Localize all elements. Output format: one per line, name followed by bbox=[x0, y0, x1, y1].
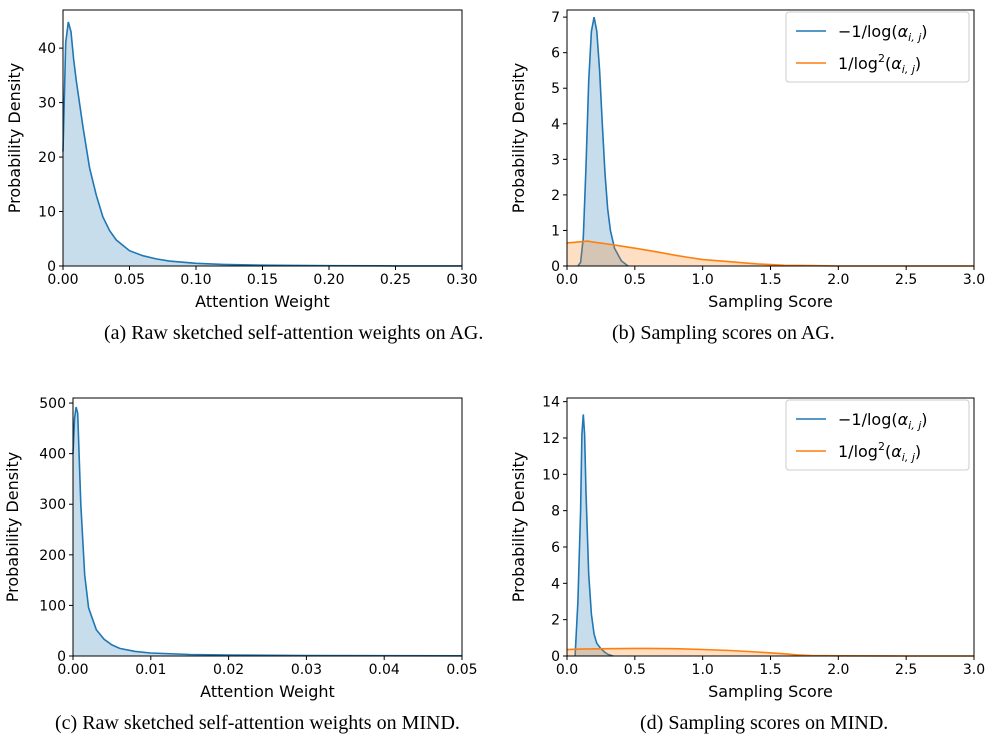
y-tick-label: 8 bbox=[551, 504, 560, 520]
x-tick-label: 1.5 bbox=[759, 272, 781, 288]
y-tick-label: 6 bbox=[551, 540, 560, 556]
y-tick-label: 5 bbox=[551, 81, 560, 97]
x-tick-label: 0.00 bbox=[57, 662, 88, 678]
y-tick-label: 0 bbox=[47, 259, 56, 275]
x-tick-label: 0.04 bbox=[369, 662, 400, 678]
x-tick-label: 0.0 bbox=[556, 662, 578, 678]
x-tick-label: 1.0 bbox=[692, 272, 714, 288]
legend-label-2: 1/log2(αi, j) bbox=[838, 440, 921, 464]
legend: −1/log(αi, j) 1/log2(αi, j) bbox=[785, 11, 970, 83]
legend-box bbox=[785, 399, 970, 471]
x-tick-label: 1.0 bbox=[692, 662, 714, 678]
x-tick-label: 0.20 bbox=[313, 272, 344, 288]
series-1-line bbox=[574, 414, 614, 657]
x-axis-label: Attention Weight bbox=[195, 292, 330, 311]
x-tick-label: 0.03 bbox=[291, 662, 322, 678]
series-1-line bbox=[577, 16, 629, 267]
y-tick-label: 30 bbox=[38, 96, 56, 112]
series-2-area bbox=[567, 648, 974, 656]
x-tick-label: 0.05 bbox=[446, 662, 477, 678]
x-tick-label: 2.0 bbox=[827, 272, 849, 288]
y-tick-label: 300 bbox=[39, 497, 66, 513]
series-1-area bbox=[63, 22, 462, 266]
y-tick-label: 500 bbox=[39, 396, 66, 412]
x-axis-label: Attention Weight bbox=[200, 682, 335, 701]
x-tick-label: 2.5 bbox=[895, 272, 917, 288]
caption-a: (a) Raw sketched self-attention weights … bbox=[104, 322, 484, 344]
y-tick-label: 2 bbox=[551, 613, 560, 629]
y-tick-label: 10 bbox=[38, 205, 56, 221]
legend-label-1: −1/log(αi, j) bbox=[838, 22, 928, 44]
y-tick-label: 14 bbox=[542, 395, 560, 411]
y-tick-label: 6 bbox=[551, 46, 560, 62]
plot-frame bbox=[72, 397, 463, 657]
x-tick-label: 0.05 bbox=[114, 272, 145, 288]
series-2-area bbox=[567, 241, 974, 266]
y-tick-label: 7 bbox=[551, 10, 560, 26]
y-tick-label: 40 bbox=[38, 41, 56, 57]
y-tick-label: 0 bbox=[57, 649, 66, 665]
y-tick-label: 3 bbox=[551, 152, 560, 168]
caption-c: (c) Raw sketched self-attention weights … bbox=[55, 712, 460, 734]
x-tick-label: 0.5 bbox=[624, 272, 646, 288]
legend-box bbox=[785, 11, 970, 83]
x-tick-label: 0.01 bbox=[135, 662, 166, 678]
y-tick-label: 400 bbox=[39, 447, 66, 463]
y-axis-label: Probability Density bbox=[509, 452, 528, 603]
x-tick-label: 3.0 bbox=[963, 272, 985, 288]
y-axis-label: Probability Density bbox=[3, 452, 22, 603]
x-tick-label: 0.5 bbox=[624, 662, 646, 678]
y-tick-label: 0 bbox=[551, 259, 560, 275]
y-tick-label: 10 bbox=[542, 467, 560, 483]
caption-b: (b) Sampling scores on AG. bbox=[612, 322, 835, 344]
series-1-line bbox=[72, 406, 463, 657]
y-tick-label: 100 bbox=[39, 598, 66, 614]
series-1-area bbox=[73, 407, 462, 656]
chart-panel-2: 0.0 0.5 1.0 1.5 2.0 2.5 3.0 0 1 2 3 4 5 6 7 Sampling Sc… bbox=[509, 9, 985, 311]
x-tick-label: 0.15 bbox=[247, 272, 278, 288]
x-tick-label: 2.5 bbox=[895, 662, 917, 678]
plot-frame bbox=[62, 9, 463, 267]
x-tick-label: 1.5 bbox=[759, 662, 781, 678]
chart-panel-3: 0.00 0.01 0.02 0.03 0.04 0.05 0 100 200 300 400 500… bbox=[3, 396, 478, 701]
chart-panel-1: 0.00 0.05 0.10 0.15 0.20 0.25 0.30 0 10 20 30 40 Att… bbox=[5, 9, 478, 311]
x-tick-label: 0.00 bbox=[47, 272, 78, 288]
x-tick-label: 0.0 bbox=[556, 272, 578, 288]
legend-label-2: 1/log2(αi, j) bbox=[838, 52, 921, 76]
legend-label-1: −1/log(αi, j) bbox=[838, 410, 928, 432]
y-tick-label: 200 bbox=[39, 548, 66, 564]
x-axis-label: Sampling Score bbox=[708, 292, 833, 311]
chart-panel-4: 0.0 0.5 1.0 1.5 2.0 2.5 3.0 0 2 4 6 8 10 12 14 Sampling… bbox=[509, 395, 985, 701]
y-tick-label: 1 bbox=[551, 223, 560, 239]
x-tick-label: 2.0 bbox=[827, 662, 849, 678]
x-tick-label: 3.0 bbox=[963, 662, 985, 678]
caption-d: (d) Sampling scores on MIND. bbox=[640, 712, 889, 734]
x-tick-label: 0.25 bbox=[380, 272, 411, 288]
x-axis-label: Sampling Score bbox=[708, 682, 833, 701]
y-tick-label: 2 bbox=[551, 188, 560, 204]
y-tick-label: 4 bbox=[551, 576, 560, 592]
y-tick-label: 4 bbox=[551, 117, 560, 133]
x-tick-label: 0.10 bbox=[180, 272, 211, 288]
series-1-area bbox=[575, 414, 614, 656]
y-tick-label: 12 bbox=[542, 431, 560, 447]
x-tick-label: 0.02 bbox=[213, 662, 244, 678]
y-axis-label: Probability Density bbox=[5, 63, 24, 214]
x-tick-label: 0.30 bbox=[446, 272, 477, 288]
y-tick-label: 0 bbox=[551, 649, 560, 665]
series-1-line bbox=[62, 21, 462, 267]
y-tick-label: 20 bbox=[38, 150, 56, 166]
legend: −1/log(αi, j) 1/log2(αi, j) bbox=[785, 399, 970, 471]
y-axis-label: Probability Density bbox=[509, 63, 528, 214]
